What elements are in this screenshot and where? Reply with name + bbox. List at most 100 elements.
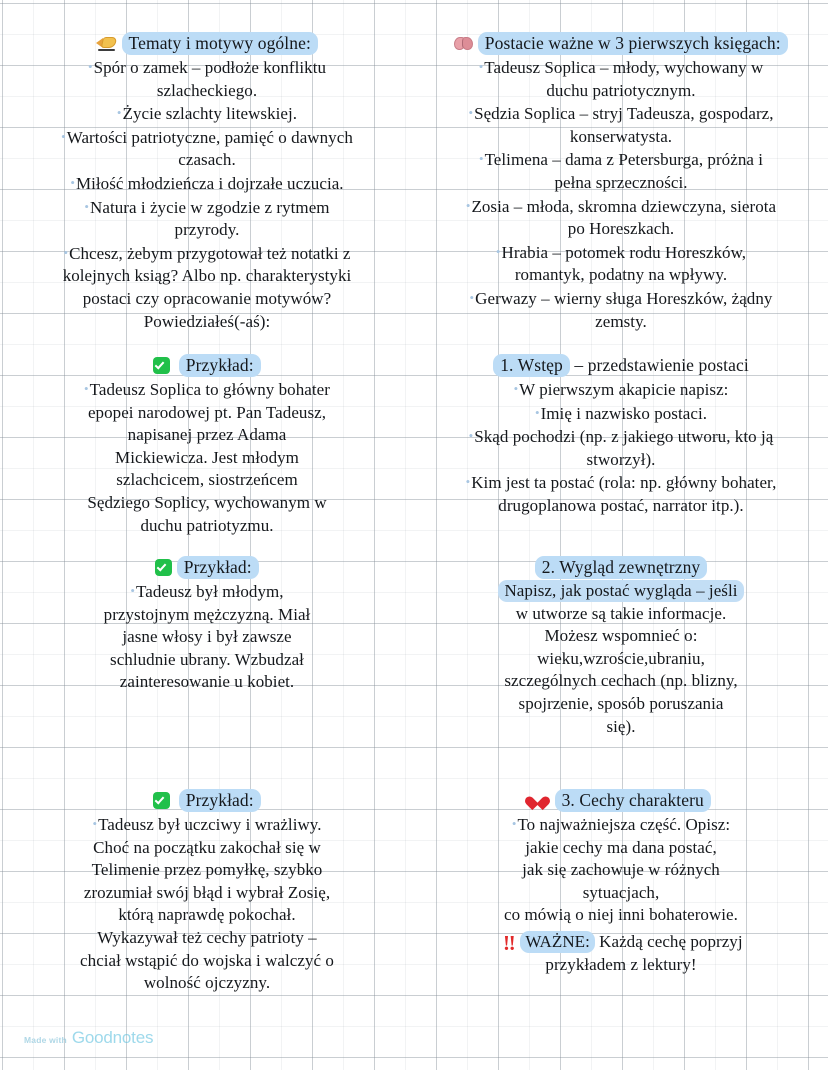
bullet-dot-icon: •: [478, 59, 484, 74]
list-item-text: drugoplanowa postać, narrator itp.).: [498, 495, 744, 515]
list-item: postaci czy opracowanie motywów?: [8, 288, 406, 311]
list-item-text: schludnie ubrany. Wzbudzał: [110, 649, 304, 669]
list-item: •Tadeusz był młodym,: [8, 580, 406, 604]
bullet-dot-icon: •: [465, 197, 471, 213]
heading-cechy-charakteru: 3. Cechy charakteru: [422, 789, 820, 812]
list-item: czasach.: [8, 149, 406, 172]
list-item-text: Telimena – dama z Petersburga, próżna i: [484, 150, 764, 170]
list-item-text: wolność ojczyzny.: [143, 973, 271, 993]
column-cechy-charakteru: 3. Cechy charakteru •To najważniejsza cz…: [414, 789, 828, 995]
bullet-dot-icon: •: [84, 198, 90, 214]
bullet-dot-icon: •: [478, 151, 484, 167]
footnote-second-line-text: przykładem z lektury!: [545, 954, 697, 974]
heading-label: Przykład:: [176, 556, 259, 579]
list-item-text: Gerwazy – wierny sługa Horeszków, żądny: [475, 288, 773, 308]
list-item-text: Tadeusz był uczciwy i wrażliwy.: [98, 815, 322, 834]
list-item: schludnie ubrany. Wzbudzał: [8, 649, 406, 672]
red-heart-icon: [523, 792, 552, 811]
list-item: epopei narodowej pt. Pan Tadeusz,: [8, 402, 406, 425]
bullet-dot-icon: •: [87, 59, 93, 74]
list-item-text: duchu patriotyzmu.: [140, 515, 274, 535]
column-przyklad-2: Przykład: •Tadeusz był młodym, przystojn…: [0, 556, 414, 738]
watermark-made-with: Made with: [24, 1035, 67, 1045]
list-item: zainteresowanie u kobiet.: [8, 671, 406, 694]
section-przyklad-wyglad: Przykład: •Tadeusz był młodym, przystojn…: [0, 556, 828, 738]
list-item-text: się).: [606, 716, 636, 736]
list-item: Sędziego Soplicy, wychowanym w: [8, 492, 406, 515]
section-przyklad-cechy: Przykład: •Tadeusz był uczciwy i wrażliw…: [0, 789, 828, 995]
list-item: •Telimena – dama z Petersburga, próżna i: [422, 148, 820, 172]
list-item-text: Tadeusz Soplica to główny bohater: [89, 380, 330, 399]
list-item: •W pierwszym akapicie napisz:: [422, 378, 820, 402]
bullet-dot-icon: •: [513, 381, 519, 396]
list-item: przystojnym mężczyzną. Miał: [8, 604, 406, 627]
list-item-text: Życie szlachty litewskiej.: [122, 104, 298, 124]
list-item: po Horeszkach.: [422, 218, 820, 241]
list-item: •Tadeusz Soplica to główny bohater: [8, 378, 406, 402]
check-mark-icon: [153, 357, 171, 374]
list-item: Choć na początku zakochał się w: [8, 837, 406, 860]
list-item-text: którą naprawdę pokochał.: [118, 905, 296, 925]
watermark-brand: Goodnotes: [71, 1028, 154, 1047]
bullet-dot-icon: •: [534, 404, 540, 420]
bullet-dot-icon: •: [495, 243, 501, 259]
list-item: •Zosia – młoda, skromna dziewczyna, sier…: [422, 195, 820, 219]
heading-przyklad-2: Przykład:: [8, 556, 406, 579]
list-item: chciał wstąpić do wojska i walczyć o: [8, 950, 406, 973]
list-item-text: Choć na początku zakochał się w: [93, 837, 321, 857]
list-item: się).: [422, 716, 820, 739]
column-tematy-i-motywy: Tematy i motywy ogólne: •Spór o zamek – …: [0, 32, 414, 333]
list-item-text: przyrody.: [174, 220, 240, 240]
column-wstep: 1. Wstęp – przedstawienie postaci •W pie…: [414, 354, 828, 537]
list-item: •Miłość młodzieńcza i dojrzałe uczucia.: [8, 172, 406, 196]
list-item-text: jakie cechy ma dana postać,: [525, 837, 717, 857]
bullet-dot-icon: •: [468, 428, 474, 444]
list-item-text: napisanej przez Adama: [127, 425, 287, 445]
list-item: •Spór o zamek – podłoże konfliktu: [8, 56, 406, 80]
column-postacie-wazne: Postacie ważne w 3 pierwszych księgach: …: [414, 32, 828, 333]
heading-wstep: 1. Wstęp – przedstawienie postaci: [422, 354, 820, 377]
list-item-text: To najważniejsza część. Opisz:: [517, 815, 731, 834]
list-item: pełna sprzeczności.: [422, 172, 820, 195]
list-item-text: Tadeusz Soplica – młody, wychowany w: [484, 58, 764, 77]
bullet-dot-icon: •: [130, 583, 136, 598]
list-item-text: W pierwszym akapicie napisz:: [519, 380, 729, 399]
heading-tematy-i-motywy: Tematy i motywy ogólne:: [8, 32, 406, 55]
list-item: •Imię i nazwisko postaci.: [422, 402, 820, 426]
list-item-text: Spór o zamek – podłoże konfliktu: [93, 58, 327, 77]
heading-label: 3. Cechy charakteru: [554, 789, 711, 812]
list-item: jak się zachowuje w różnych: [422, 859, 820, 882]
list-item-text: zrozumiał swój błąd i wybrał Zosię,: [83, 882, 331, 902]
list-item: szlachcicem, siostrzeńcem: [8, 469, 406, 492]
list-item: •Hrabia – potomek rodu Horeszków,: [422, 241, 820, 265]
bullet-dot-icon: •: [63, 244, 69, 260]
list-item-text: w utworze są takie informacje.: [515, 603, 727, 623]
list-item: co mówią o niej inni bohaterowie.: [422, 904, 820, 927]
list-item-text: Powiedziałeś(-aś):: [143, 311, 271, 331]
bullet-dot-icon: •: [116, 105, 122, 121]
list-item-text: kolejnych ksiąg? Albo np. charakterystyk…: [62, 266, 352, 286]
list-item-text: Mickiewicza. Jest młodym: [115, 447, 299, 467]
list-item-text: spojrzenie, sposób poruszania: [518, 693, 724, 713]
list-item: jasne włosy i był zawsze: [8, 626, 406, 649]
brain-icon: [454, 36, 474, 52]
heading-przyklad-3: Przykład:: [8, 789, 406, 812]
list-item: wolność ojczyzny.: [8, 972, 406, 995]
list-item: romantyk, podatny na wpływy.: [422, 264, 820, 287]
footnote-important: ‼ WAŻNE: Każdą cechę poprzyj: [422, 930, 820, 954]
list-item-text: przystojnym mężczyzną. Miał: [103, 604, 311, 624]
list-item: •Kim jest ta postać (rola: np. główny bo…: [422, 471, 820, 495]
list-item-text: Napisz, jak postać wygląda – jeśli: [498, 580, 744, 602]
heading-label: Przykład:: [178, 789, 261, 812]
heading-przyklad-1: Przykład:: [8, 354, 406, 377]
bullet-dot-icon: •: [70, 174, 75, 190]
list-item: •To najważniejsza część. Opisz:: [422, 813, 820, 837]
heading-label: Przykład:: [178, 354, 261, 377]
footnote-label: WAŻNE:: [520, 930, 595, 953]
list-item-text: duchu patriotycznym.: [546, 80, 696, 100]
check-mark-icon: [153, 792, 171, 809]
list-item-text: Sędziego Soplicy, wychowanym w: [87, 492, 327, 512]
list-item: Możesz wspomnieć o:: [422, 625, 820, 648]
heading-label-highlighted: 1. Wstęp: [493, 354, 570, 377]
